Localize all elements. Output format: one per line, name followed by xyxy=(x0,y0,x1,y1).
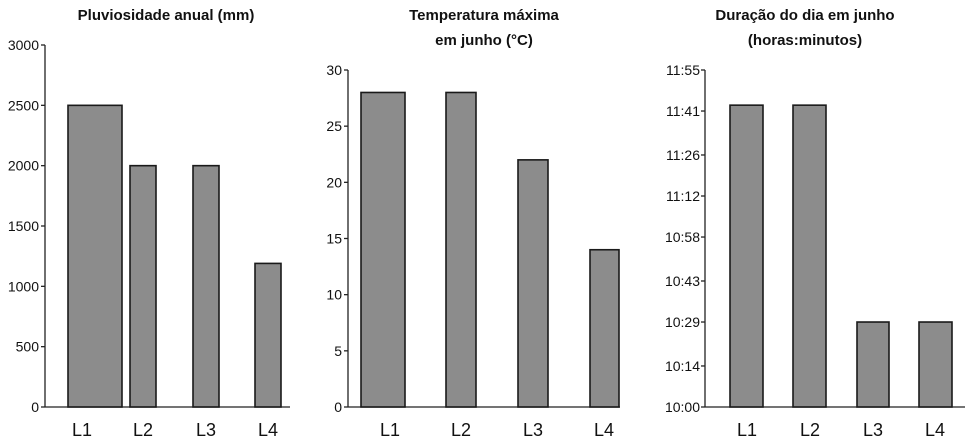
x-tick-label: L4 xyxy=(258,420,278,440)
bar-l2 xyxy=(445,91,477,408)
y-tick-label: 10 xyxy=(326,287,342,303)
x-tick-label: L1 xyxy=(737,420,757,440)
y-tick-label: 0 xyxy=(334,399,342,415)
y-tick-label: 10:14 xyxy=(665,358,700,374)
y-tick-label: 2500 xyxy=(8,97,39,113)
y-tick-label: 1500 xyxy=(8,218,39,234)
y-tick-label: 11:55 xyxy=(666,62,700,78)
bar-l3 xyxy=(517,159,549,408)
y-tick-label: 10:00 xyxy=(665,399,700,415)
bar-l3 xyxy=(192,164,220,408)
chart-title: Pluviosidade anual (mm) xyxy=(78,7,255,24)
x-tick-label: L4 xyxy=(925,420,945,440)
bar-l1 xyxy=(729,104,764,408)
x-tick-label: L3 xyxy=(196,420,216,440)
y-tick-label: 11:26 xyxy=(666,147,700,163)
y-tick-label: 30 xyxy=(326,62,342,78)
x-tick-label: L3 xyxy=(523,420,543,440)
y-tick-label: 25 xyxy=(326,118,342,134)
bar-l4 xyxy=(589,248,620,408)
y-tick-label: 10:29 xyxy=(665,314,700,330)
x-tick-label: L2 xyxy=(133,420,153,440)
bar-l4 xyxy=(254,262,282,408)
bar-l1 xyxy=(360,91,406,408)
x-tick-label: L1 xyxy=(380,420,400,440)
y-tick-label: 20 xyxy=(326,174,342,190)
bar-l2 xyxy=(129,164,157,408)
x-tick-label: L1 xyxy=(72,420,92,440)
y-tick-label: 2000 xyxy=(8,158,39,174)
bar-l3 xyxy=(856,321,890,408)
bar-l1 xyxy=(67,104,123,408)
y-tick-label: 11:12 xyxy=(666,188,700,204)
chart-title: Temperatura máxima xyxy=(409,7,559,24)
y-tick-label: 10:58 xyxy=(665,229,700,245)
chart-title: em junho (°C) xyxy=(435,32,533,49)
x-tick-label: L3 xyxy=(863,420,883,440)
chart-title: (horas:minutos) xyxy=(748,32,862,49)
x-tick-label: L2 xyxy=(800,420,820,440)
y-tick-label: 1000 xyxy=(8,278,39,294)
y-tick-label: 10:43 xyxy=(665,273,700,289)
chart-title: Duração do dia em junho xyxy=(715,7,894,24)
chart-panel-3: Duração do dia em junho (horas:minutos) 10… xyxy=(665,7,965,440)
y-tick-label: 11:41 xyxy=(666,103,700,119)
bar-l2 xyxy=(792,104,827,408)
x-tick-label: L2 xyxy=(451,420,471,440)
chart-panel-1: Pluviosidade anual (mm) 0 500 1000 1500 2000 2… xyxy=(8,7,290,440)
x-tick-label: L4 xyxy=(594,420,614,440)
y-tick-label: 15 xyxy=(326,231,342,247)
bar-l4 xyxy=(918,321,953,408)
y-tick-label: 3000 xyxy=(8,37,39,53)
y-tick-label: 0 xyxy=(31,399,39,415)
y-tick-label: 500 xyxy=(16,339,40,355)
chart-panel-2: Temperatura máxima em junho (°C) 0 5 10 15 20 2… xyxy=(326,7,620,440)
y-tick-label: 5 xyxy=(334,343,342,359)
